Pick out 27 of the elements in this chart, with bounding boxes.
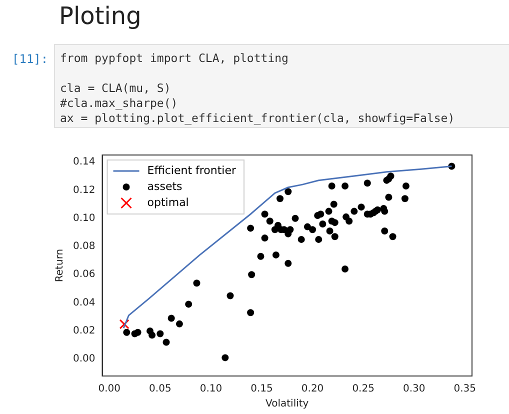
text: #cla.max_sharpe() [60, 96, 179, 111]
y-tick-label: 0.14 [73, 156, 96, 168]
y-tick-label: 0.06 [73, 269, 96, 280]
y-tick-label: 0.00 [73, 354, 96, 365]
text: from pypfopt import CLA, plotting [60, 51, 290, 66]
x-axis-title: Volatility [266, 398, 309, 410]
x-tick-label: 0.15 [250, 384, 273, 395]
x-tick-label: 0.35 [454, 384, 476, 395]
y-axis-title: Return [54, 248, 66, 282]
y-tick-label: 0.10 [73, 212, 96, 224]
text: cla = CLA(mu, S) [60, 81, 172, 96]
x-tick-label: 0.10 [200, 384, 222, 395]
x-tick-label: 0.05 [149, 384, 172, 395]
legend-label: Efficient frontier [147, 164, 236, 177]
x-tick-label: 0.00 [98, 384, 121, 395]
legend-label: optimal [147, 196, 189, 209]
y-tick-label: 0.02 [73, 326, 96, 337]
x-tick-label: 0.20 [301, 384, 324, 395]
x-tick-label: 0.25 [352, 384, 374, 395]
chart-title: Ploting [59, 2, 142, 30]
y-tick-label: 0.04 [73, 297, 96, 308]
text: ax = plotting.plot_efficient_frontier(cla, showfig=False) [60, 111, 456, 126]
text: [11]: [12, 52, 48, 66]
x-tick-label: 0.30 [402, 384, 426, 395]
y-tick-label: 0.08 [73, 241, 96, 252]
legend-label: assets [147, 180, 183, 193]
y-tick-label: 0.12 [73, 184, 96, 196]
